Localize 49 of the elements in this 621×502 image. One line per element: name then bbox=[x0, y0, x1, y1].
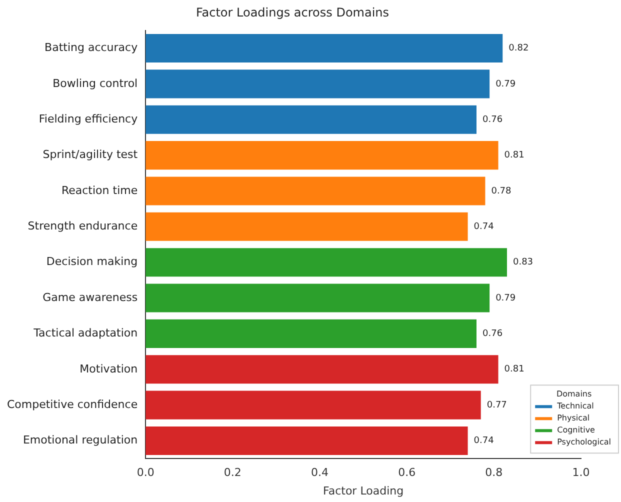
bar bbox=[146, 70, 490, 98]
bar bbox=[146, 319, 477, 348]
x-tick-label: 0.0 bbox=[136, 466, 154, 480]
bar bbox=[146, 426, 468, 456]
chart-title: Factor Loadings across Domains bbox=[196, 5, 390, 20]
data-label: 0.81 bbox=[504, 364, 524, 375]
data-label: 0.82 bbox=[508, 44, 529, 54]
legend-label: Physical bbox=[557, 414, 590, 423]
bar bbox=[146, 141, 498, 170]
data-label: 0.74 bbox=[474, 222, 494, 232]
x-tick-label: 1.0 bbox=[572, 466, 590, 480]
y-tick-label: Motivation bbox=[80, 362, 138, 376]
data-label: 0.77 bbox=[486, 400, 507, 410]
data-label: 0.76 bbox=[482, 329, 503, 340]
data-label: 0.79 bbox=[496, 293, 516, 304]
legend-title: Domains bbox=[556, 390, 592, 399]
legend-label: Cognitive bbox=[557, 426, 596, 435]
bar bbox=[146, 284, 490, 312]
x-tick-label: 0.4 bbox=[311, 466, 329, 480]
x-tick-label: 0.8 bbox=[485, 466, 503, 480]
bar bbox=[146, 355, 498, 384]
y-tick-label: Strength endurance bbox=[28, 220, 138, 233]
legend-label: Psychological bbox=[557, 438, 611, 447]
y-tick-label: Emotional regulation bbox=[22, 434, 138, 447]
y-tick-label: Game awareness bbox=[42, 290, 138, 304]
y-tick-label: Fielding efficiency bbox=[38, 112, 138, 126]
y-tick-label: Decision making bbox=[46, 255, 138, 268]
y-tick-label: Tactical adaptation bbox=[32, 326, 138, 340]
bar bbox=[146, 105, 477, 134]
bar bbox=[146, 34, 503, 63]
data-label: 0.76 bbox=[482, 114, 503, 125]
bar bbox=[146, 212, 468, 241]
bar bbox=[146, 176, 486, 206]
data-label: 0.81 bbox=[504, 150, 524, 161]
legend-label: Technical bbox=[556, 402, 594, 411]
x-tick-label: 0.2 bbox=[224, 466, 242, 480]
x-axis-title: Factor Loading bbox=[323, 484, 404, 498]
bar bbox=[146, 248, 507, 277]
y-tick-label: Reaction time bbox=[61, 184, 138, 197]
y-tick-label: Bowling control bbox=[52, 76, 138, 90]
y-tick-label: Sprint/agility test bbox=[42, 148, 138, 162]
data-label: 0.83 bbox=[512, 258, 534, 268]
data-label: 0.79 bbox=[496, 79, 516, 90]
bar bbox=[146, 390, 481, 420]
data-label: 0.78 bbox=[491, 186, 512, 196]
data-label: 0.74 bbox=[474, 436, 494, 446]
x-tick-label: 0.6 bbox=[398, 466, 416, 480]
y-tick-label: Batting accuracy bbox=[44, 41, 138, 54]
y-tick-label: Competitive confidence bbox=[6, 398, 138, 411]
